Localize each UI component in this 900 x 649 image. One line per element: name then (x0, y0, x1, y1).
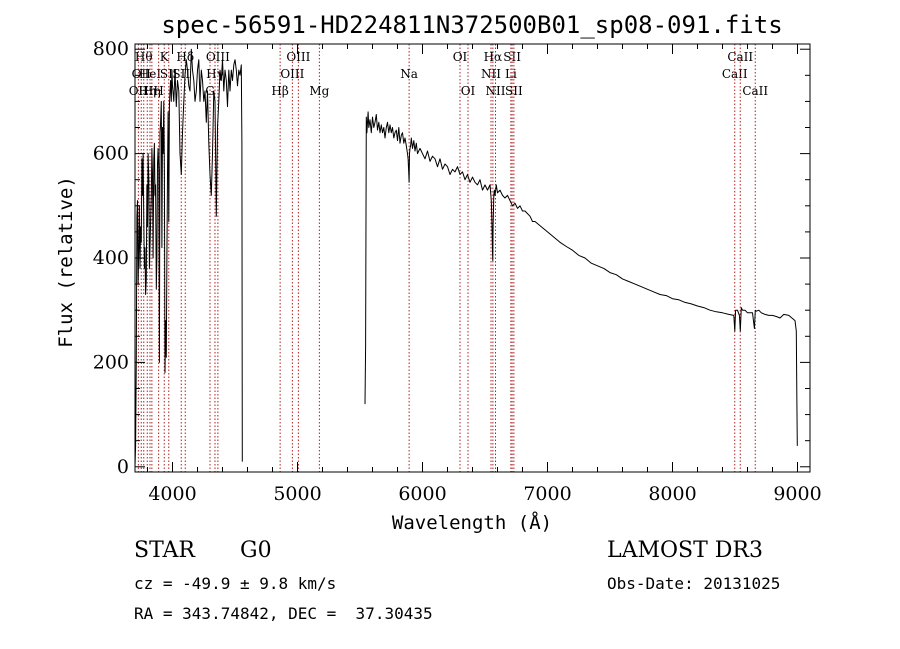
line-marker-label-18: Na (400, 67, 418, 81)
line-marker-label-6: H (153, 84, 163, 98)
line-marker-label-1: OII (132, 67, 152, 81)
line-marker-label-14: Hβ (271, 84, 288, 98)
y-tick-label-3: 600 (93, 143, 129, 165)
line-marker-label-16: OIII (286, 50, 310, 64)
axis-ticks: 4000 5000 6000 7000 8000 9000 0 200 400 600 800 (93, 38, 822, 505)
chart-title: spec-56591-HD224811N372500B01_sp08-091.f… (161, 11, 782, 39)
line-marker-label-2: Hθ (135, 50, 153, 64)
coordinates: RA = 343.74842, DEC = 37.30435 (134, 604, 433, 623)
line-marker-label-28: CaII (727, 50, 753, 64)
line-marker-label-24: Li (505, 67, 517, 81)
line-marker-label-27: CaII (722, 67, 748, 81)
redshift-velocity: cz = -49.9 ± 9.8 km/s (134, 574, 337, 593)
survey-label: LAMOST DR3 (607, 538, 763, 563)
object-subclass: G0 (240, 538, 272, 563)
x-tick-label-2: 6000 (398, 483, 446, 505)
y-tick-label-0: 0 (117, 456, 129, 478)
line-marker-label-19: OI (453, 50, 468, 64)
y-tick-label-4: 800 (93, 38, 129, 60)
line-marker-label-21: NII (481, 67, 501, 81)
line-marker-label-23: NII (486, 84, 506, 98)
line-marker-label-4: HeI (139, 67, 162, 81)
line-marker-label-20: OI (461, 84, 476, 98)
x-tick-label-5: 9000 (773, 483, 821, 505)
spectrum-segment-1 (364, 111, 798, 446)
line-marker-label-11: G (205, 84, 215, 98)
line-marker-label-29: CaII (742, 84, 768, 98)
y-tick-label-2: 400 (93, 247, 129, 269)
spectrum-series (134, 48, 798, 467)
y-axis-label: Flux (relative) (55, 176, 77, 348)
line-marker-label-15: OIII (280, 67, 304, 81)
y-tick-label-1: 200 (93, 351, 129, 373)
plot-frame (134, 43, 811, 473)
line-marker-label-13: OIII (206, 50, 230, 64)
x-tick-label-4: 8000 (648, 483, 696, 505)
line-markers: OIIOIIHθHηHeIHηHKSIISIIHδGHγOIIIHβOIIIOI… (129, 44, 768, 472)
x-tick-label-3: 7000 (523, 483, 571, 505)
x-tick-label-0: 4000 (148, 483, 196, 505)
line-marker-label-8: SII (160, 67, 178, 81)
object-class: STAR (134, 538, 195, 563)
observation-date: Obs-Date: 20131025 (607, 574, 781, 593)
line-marker-label-17: Mg (309, 84, 329, 98)
x-tick-label-1: 5000 (273, 483, 321, 505)
line-marker-label-5: Hη (143, 84, 161, 98)
line-marker-label-22: Hα (484, 50, 503, 64)
line-marker-label-26: SII (505, 84, 523, 98)
spectrum-segment-0 (134, 48, 243, 467)
line-marker-label-7: K (160, 50, 170, 64)
x-axis-label: Wavelength (Å) (392, 511, 552, 534)
line-marker-label-10: Hδ (176, 50, 194, 64)
line-marker-label-25: SII (503, 50, 521, 64)
